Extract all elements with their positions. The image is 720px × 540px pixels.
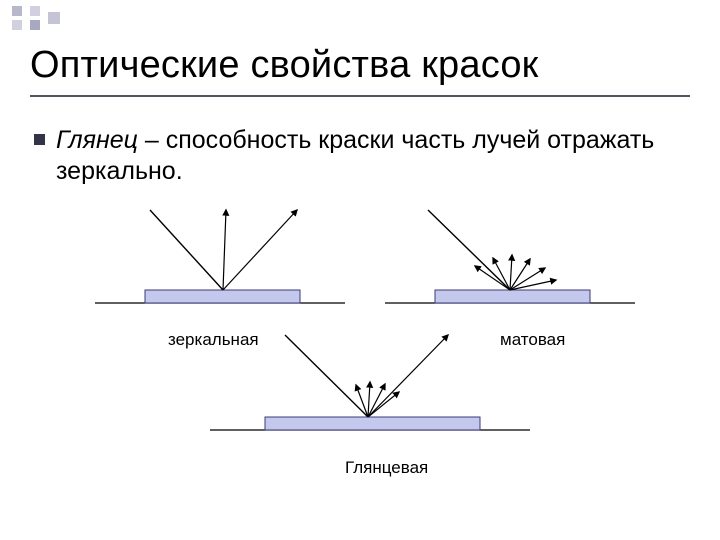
label-mirror: зеркальная [168, 330, 259, 350]
bullet-icon [34, 134, 45, 145]
diagram-mirror [95, 210, 345, 303]
bullet-text: Глянец – способность краски часть лучей … [56, 125, 676, 188]
title-underline [30, 95, 690, 97]
label-matte: матовая [500, 330, 565, 350]
term-italic: Глянец [56, 126, 138, 154]
slide-decor [0, 0, 720, 28]
label-glossy: Глянцевая [345, 458, 428, 478]
slide-title: Оптические свойства красок [30, 44, 690, 95]
slide-title-wrap: Оптические свойства красок [30, 44, 690, 97]
term-definition: – способность краски часть лучей отражат… [56, 126, 654, 185]
diagram-matte [385, 210, 635, 303]
